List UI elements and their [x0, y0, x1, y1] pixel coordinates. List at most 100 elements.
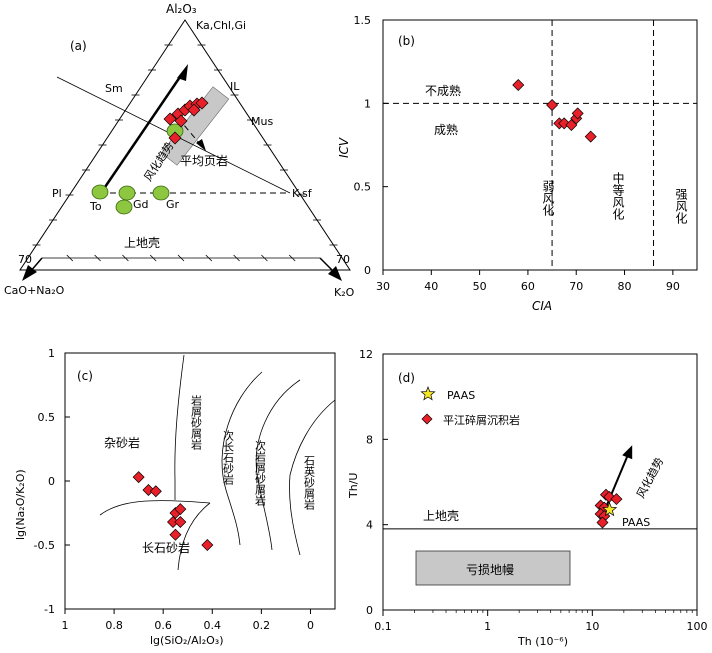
- region-label-mature: 成熟: [434, 122, 458, 137]
- panel-label-d: (d): [398, 371, 415, 385]
- ternary-ticks: [32, 44, 338, 262]
- boundary-quartz: [289, 399, 336, 556]
- label-il: IL: [230, 80, 240, 93]
- x-tick-label: 30: [376, 280, 390, 293]
- data-point: [584, 130, 597, 143]
- y-axis-title-c: lg(Na₂O/K₂O): [14, 469, 27, 540]
- data-point: [610, 493, 623, 506]
- ternary-tick: [149, 254, 157, 262]
- x-tick-label: 0.2: [253, 619, 271, 632]
- x-tick-label: 50: [473, 280, 487, 293]
- vertex-right-label: K₂O: [334, 286, 355, 299]
- sample-point: [174, 114, 188, 128]
- panel-label-c: (c): [77, 369, 93, 383]
- data-point: [571, 107, 584, 120]
- y-tick-label: 0.5: [354, 181, 372, 194]
- label-gr: Gr: [166, 198, 180, 211]
- ternary-tick: [233, 254, 240, 262]
- y-tick-label: 0: [364, 264, 371, 277]
- sample-points: [163, 96, 209, 145]
- panel-a: Al₂O₃ CaO+Na₂O K₂O (a) Sm Pl 70 Ka,Chl,G…: [4, 2, 355, 299]
- x-tick-label: 1: [62, 619, 69, 632]
- axis-ticks-b: 30 40 50 60 70 80 90 0 0.5 1 1.5: [354, 14, 680, 293]
- ternary-tick: [261, 254, 268, 262]
- region-label-moderate: 中等风化: [611, 171, 625, 221]
- data-point: [169, 528, 182, 541]
- weathering-trend-arrowhead: [177, 64, 188, 81]
- plot-frame-d: [382, 353, 698, 611]
- depleted-mantle-box: [415, 550, 571, 586]
- boundary-greywacke: [177, 502, 211, 571]
- region-label-strong: 强风化: [674, 188, 688, 225]
- axis-ticks-d: 0.1 1 10 100 0 4 8 12: [359, 348, 708, 633]
- ternary-tick: [288, 254, 296, 262]
- sample-point: [195, 96, 209, 110]
- y-tick-label: 0: [48, 475, 55, 488]
- x-axis-title-c: lg(SiO₂/Al₂O₃): [150, 634, 224, 647]
- x-tick-label: 10: [585, 620, 599, 633]
- panel-label-a: (a): [70, 39, 87, 53]
- x-tick-label: 0.6: [154, 619, 172, 632]
- boundary-sublithic: [255, 379, 301, 551]
- label-upper-crust-d: 上地壳: [423, 509, 459, 523]
- data-point: [596, 516, 609, 529]
- data-point: [174, 515, 187, 528]
- field-label-sublithic: 次岩屑砂屑岩: [254, 439, 267, 507]
- region-label-weak: 弱风化: [541, 180, 555, 217]
- region-label-immature: 不成熟: [425, 83, 461, 98]
- x-tick-label: 0.4: [204, 619, 222, 632]
- field-label-lithic: 岩屑砂屑岩: [190, 394, 203, 451]
- data-point: [546, 99, 559, 111]
- y-tick-label: 1: [48, 347, 55, 360]
- ternary-tick: [122, 254, 129, 262]
- ternary-tick: [66, 254, 74, 262]
- data-point: [142, 483, 155, 496]
- sample-point: [187, 103, 201, 117]
- weathering-trend-arrowhead: [622, 445, 633, 460]
- x-tick-label: 1: [484, 620, 491, 633]
- ternary-tick: [177, 254, 185, 262]
- sample-point: [168, 131, 182, 145]
- y-tick-label: 0.5: [38, 411, 56, 424]
- label-ka-chl-gi: Ka,Chl,Gi: [196, 19, 246, 32]
- legend-entry-paas: PAAS: [447, 389, 475, 402]
- label-k-sf: K-sf: [292, 187, 313, 200]
- data-point: [174, 503, 187, 516]
- y-tick-label: 1.5: [354, 14, 372, 27]
- trend-band: [160, 86, 230, 166]
- y-tick-label: 8: [366, 433, 373, 446]
- x-tick-label: 0.8: [105, 619, 123, 632]
- legend-diamond-icon: [421, 413, 433, 425]
- y-tick-label: 12: [359, 348, 373, 361]
- data-point: [149, 485, 162, 498]
- sample-point: [163, 112, 177, 126]
- field-label-quartz: 石英砂屑岩: [303, 455, 316, 511]
- label-depleted-mantle: 亏损地幔: [466, 562, 514, 577]
- field-label-subarkose: 次长石砂岩: [222, 429, 235, 486]
- x-tick-label: 70: [569, 280, 583, 293]
- axis-ticks-c: 1 0.8 0.6 0.4 0.2 0 -1 -0.5 0 0.5 1: [34, 347, 314, 632]
- x-axis-title-b: CIA: [532, 299, 552, 313]
- label-average-shale: 平均页岩: [180, 153, 228, 168]
- boundary-arkose-top: [99, 500, 211, 516]
- dashed-arrowhead: [196, 139, 206, 151]
- data-point: [512, 79, 525, 91]
- label-sm: Sm: [105, 82, 123, 95]
- panel-c: 1 0.8 0.6 0.4 0.2 0 -1 -0.5 0 0.5 1 (c) 杂砂岩 长石砂岩 岩…: [14, 347, 336, 647]
- plot-frame-c: [64, 352, 336, 610]
- x-tick-label: 90: [666, 280, 680, 293]
- label-70-right: 70: [336, 253, 350, 266]
- label-70-left: 70: [18, 253, 32, 266]
- x-tick-label: 0.1: [374, 620, 392, 633]
- right-vertex-arrowhead: [328, 266, 342, 281]
- data-point: [201, 539, 214, 551]
- x-tick-label: 80: [618, 280, 632, 293]
- reference-point: [152, 185, 170, 201]
- label-mus: Mus: [251, 115, 273, 128]
- x-tick-label: 0: [307, 619, 314, 632]
- plot-frame-b: [382, 19, 698, 271]
- ternary-tick: [94, 254, 101, 262]
- sample-points-b: [512, 79, 597, 143]
- label-upper-crust: 上地壳: [124, 236, 160, 250]
